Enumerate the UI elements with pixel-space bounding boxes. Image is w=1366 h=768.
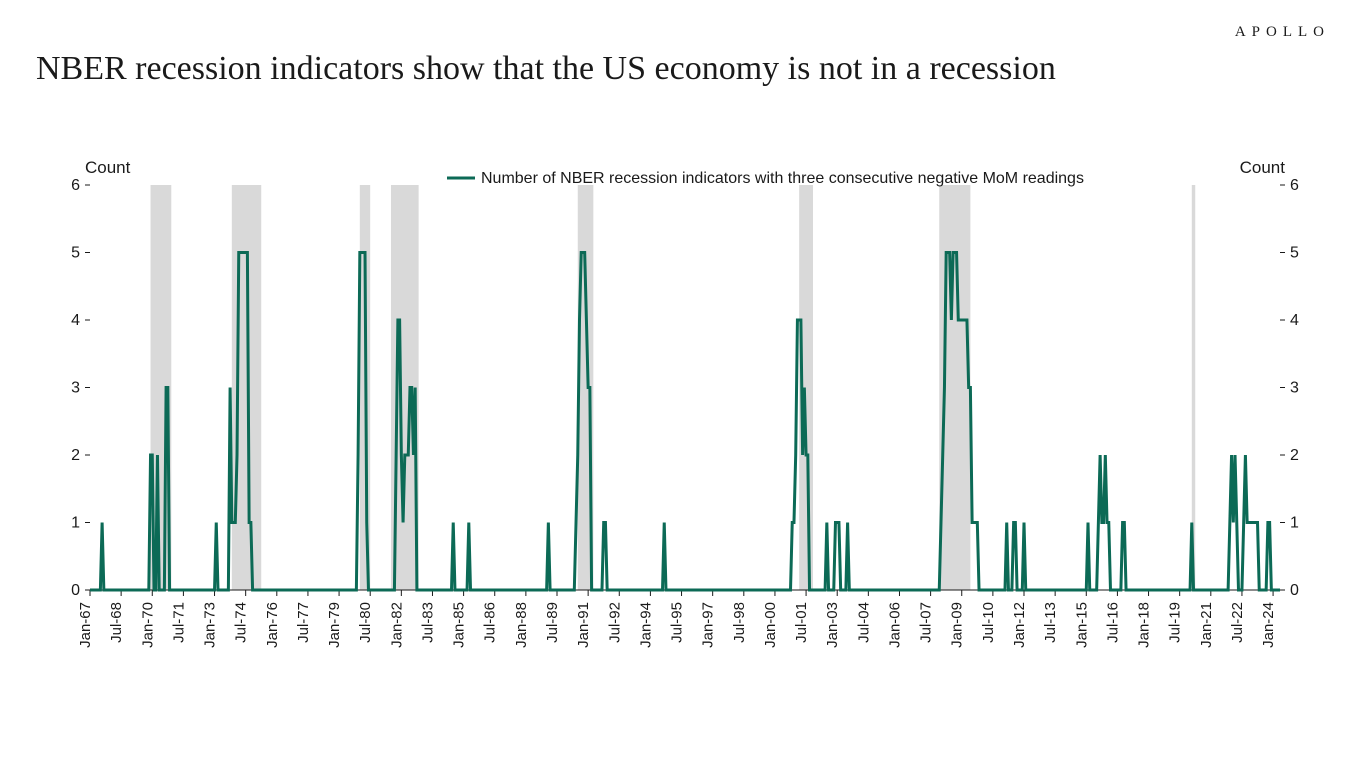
- y-tick-label: 5: [1290, 245, 1299, 262]
- x-tick-label: Jul-07: [918, 602, 935, 643]
- x-tick-label: Jul-01: [793, 602, 810, 643]
- x-tick-label: Jul-04: [855, 602, 872, 643]
- x-tick-label: Jan-97: [700, 602, 717, 648]
- y-tick-label: 2: [71, 447, 80, 464]
- x-tick-label: Jul-83: [419, 602, 436, 643]
- y-tick-label: 1: [1290, 515, 1299, 532]
- chart-title: NBER recession indicators show that the …: [36, 50, 1056, 88]
- x-tick-label: Jul-22: [1229, 602, 1246, 643]
- legend-label: Number of NBER recession indicators with…: [481, 170, 1084, 187]
- x-tick-label: Jan-09: [949, 602, 966, 648]
- x-tick-label: Jan-70: [139, 602, 156, 648]
- x-tick-label: Jan-79: [326, 602, 343, 648]
- x-tick-label: Jul-71: [170, 602, 187, 643]
- x-tick-label: Jan-00: [762, 602, 779, 648]
- x-tick-label: Jan-85: [451, 602, 468, 648]
- chart-container: Count Count 0 0 1 1 2 2 3 3 4 4 5 5 6 6 Jan-67 Jul-68 Jan-…: [50, 155, 1320, 685]
- y-tick-label: 6: [1290, 177, 1299, 194]
- legend: Number of NBER recession indicators with…: [447, 170, 1084, 187]
- y-tick-label: 6: [71, 177, 80, 194]
- x-tick-label: Jul-13: [1042, 602, 1059, 643]
- x-tick-label: Jul-77: [295, 602, 312, 643]
- data-line: [90, 253, 1280, 591]
- x-tick-label: Jan-82: [388, 602, 405, 648]
- chart-svg: Count Count 0 0 1 1 2 2 3 3 4 4 5 5 6 6 Jan-67 Jul-68 Jan-…: [50, 155, 1320, 685]
- x-tick-label: Jul-10: [980, 602, 997, 643]
- y-tick-label: 0: [71, 582, 80, 599]
- x-tick-label: Jul-95: [669, 602, 686, 643]
- y-tick-label: 3: [71, 380, 80, 397]
- x-tick-label: Jul-89: [544, 602, 561, 643]
- x-tick-label: Jan-21: [1198, 602, 1215, 648]
- y-tick-label: 0: [1290, 582, 1299, 599]
- y-axis-title-right: Count: [1240, 158, 1286, 177]
- x-tick-label: Jul-92: [606, 602, 623, 643]
- y-tick-label: 4: [1290, 312, 1299, 329]
- x-tick-label: Jan-03: [824, 602, 841, 648]
- x-tick-label: Jan-67: [77, 602, 94, 648]
- x-tick-label: Jan-94: [637, 602, 654, 648]
- brand-logo: APOLLO: [1235, 24, 1330, 41]
- y-tick-label: 5: [71, 245, 80, 262]
- x-tick-label: Jan-73: [202, 602, 219, 648]
- y-tick-label: 1: [71, 515, 80, 532]
- y-axis-title-left: Count: [85, 158, 131, 177]
- x-tick-label: Jul-19: [1167, 602, 1184, 643]
- x-tick-label: Jan-18: [1136, 602, 1153, 648]
- x-tick-label: Jul-74: [233, 602, 250, 643]
- x-tick-label: Jan-12: [1011, 602, 1028, 648]
- x-tick-label: Jan-06: [886, 602, 903, 648]
- x-tick-label: Jul-80: [357, 602, 374, 643]
- x-tick-label: Jan-91: [575, 602, 592, 648]
- x-tick-label: Jan-76: [264, 602, 281, 648]
- x-tick-label: Jul-98: [731, 602, 748, 643]
- x-tick-label: Jul-68: [108, 602, 125, 643]
- y-tick-label: 3: [1290, 380, 1299, 397]
- x-tick-label: Jan-15: [1073, 602, 1090, 648]
- x-tick-label: Jul-16: [1104, 602, 1121, 643]
- x-tick-label: Jan-24: [1260, 602, 1277, 648]
- x-tick-label: Jul-86: [482, 602, 499, 643]
- y-tick-label: 4: [71, 312, 80, 329]
- x-tick-label: Jan-88: [513, 602, 530, 648]
- y-tick-label: 2: [1290, 447, 1299, 464]
